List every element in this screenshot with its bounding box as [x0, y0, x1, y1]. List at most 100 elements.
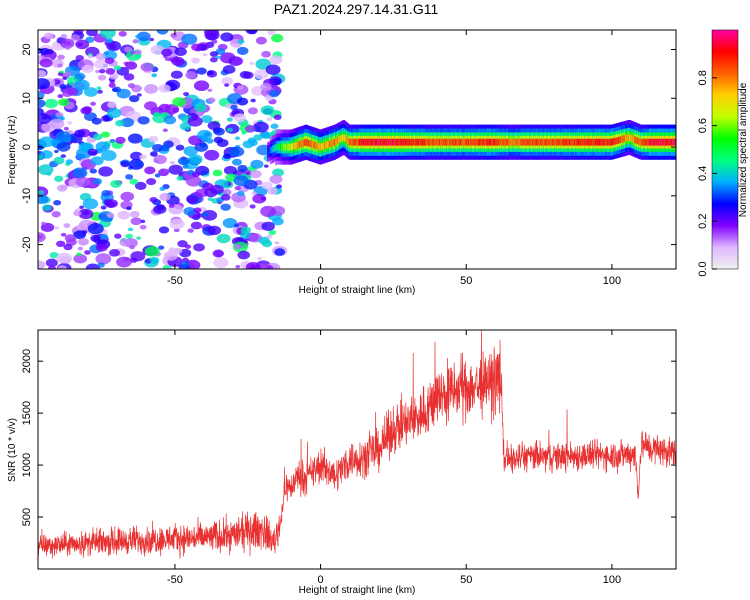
- noise-blob: [74, 129, 86, 138]
- noise-blob: [98, 166, 113, 177]
- ridge-segment: [508, 138, 511, 146]
- ridge-segment: [546, 138, 549, 146]
- noise-blob: [216, 233, 231, 244]
- ridge-segment: [652, 138, 655, 146]
- noise-blob: [101, 190, 111, 197]
- ridge-segment: [311, 141, 314, 148]
- ridge-segment: [428, 138, 431, 146]
- noise-blob: [216, 138, 229, 148]
- ridge-segment: [622, 135, 625, 143]
- ridge-segment: [271, 146, 274, 154]
- ridge-segment: [402, 138, 405, 146]
- ridge-segment: [469, 138, 471, 146]
- ridge-segment: [398, 138, 401, 146]
- ridge-segment: [463, 138, 466, 146]
- ridge-segment: [353, 138, 356, 146]
- spectrogram-x-tick-label: 100: [603, 275, 621, 287]
- noise-blob: [251, 191, 257, 196]
- ridge-segment: [562, 138, 565, 146]
- ridge-segment: [437, 138, 440, 146]
- ridge-segment: [496, 138, 499, 146]
- noise-blob: [236, 46, 249, 55]
- ridge-segment: [454, 138, 457, 146]
- ridge-segment: [575, 138, 578, 146]
- ridge-segment: [585, 138, 588, 146]
- noise-blob: [38, 190, 45, 195]
- ridge-segment: [584, 138, 587, 146]
- noise-blob: [49, 251, 59, 259]
- ridge-segment: [615, 137, 618, 145]
- ridge-segment: [343, 134, 346, 141]
- ridge-segment: [545, 138, 548, 146]
- ridge-segment: [328, 140, 331, 148]
- noise-blob: [144, 246, 160, 257]
- ridge-segment: [554, 138, 557, 146]
- ridge-segment: [483, 138, 486, 146]
- noise-blob: [90, 234, 101, 242]
- noise-blob: [190, 221, 202, 230]
- noise-blob: [76, 252, 82, 257]
- snr-frame: [37, 329, 677, 570]
- ridge-segment: [580, 138, 583, 146]
- ridge-segment: [423, 138, 426, 146]
- ridge-segment: [280, 143, 283, 151]
- noise-blob: [134, 181, 147, 190]
- noise-blob: [95, 243, 108, 252]
- ridge-segment: [436, 138, 439, 146]
- ridge-segment: [626, 134, 629, 142]
- noise-blob: [183, 146, 198, 157]
- noise-blob: [140, 219, 146, 224]
- noise-blob: [250, 159, 264, 169]
- noise-blob: [233, 223, 240, 228]
- noise-blob: [55, 240, 66, 248]
- ridge-segment: [381, 138, 384, 146]
- ridge-segment: [656, 138, 659, 146]
- ridge-segment: [479, 138, 482, 146]
- noise-blob: [144, 101, 158, 111]
- ridge-segment: [646, 138, 648, 146]
- ridge-segment: [289, 143, 292, 151]
- ridge-segment: [664, 138, 667, 146]
- ridge-segment: [351, 138, 354, 146]
- noise-blob: [63, 223, 71, 228]
- noise-blob: [53, 156, 65, 165]
- noise-blob: [228, 56, 243, 67]
- noise-blob: [146, 178, 157, 186]
- noise-blob: [82, 198, 99, 210]
- noise-blob: [220, 203, 231, 211]
- noise-blob: [266, 234, 273, 239]
- noise-blob: [213, 257, 229, 269]
- noise-blob: [56, 252, 73, 264]
- ridge-segment: [408, 138, 411, 146]
- noise-blob: [272, 217, 284, 226]
- ridge-segment: [533, 138, 536, 146]
- ridge-segment: [360, 138, 363, 146]
- noise-blob: [159, 186, 166, 191]
- ridge-segment: [642, 138, 645, 146]
- noise-blob: [151, 73, 158, 78]
- ridge-segment: [376, 138, 378, 146]
- ridge-segment: [660, 138, 663, 146]
- noise-blob: [261, 181, 273, 190]
- ridge-segment: [441, 138, 444, 146]
- ridge-segment: [571, 138, 574, 146]
- noise-blob: [118, 30, 127, 37]
- noise-blob: [64, 45, 71, 50]
- noise-blob: [201, 182, 214, 191]
- ridge-segment: [491, 138, 494, 146]
- noise-blob: [207, 225, 222, 236]
- ridge-segment: [500, 138, 503, 146]
- noise-blob: [104, 57, 115, 64]
- noise-blob: [101, 150, 117, 161]
- noise-blob: [241, 131, 247, 135]
- noise-blob: [65, 159, 74, 165]
- noise-blob: [207, 121, 221, 131]
- noise-blob: [267, 187, 278, 195]
- ridge-segment: [648, 138, 651, 146]
- noise-blob: [38, 107, 44, 116]
- ridge-segment: [407, 138, 410, 146]
- noise-blob: [163, 168, 169, 173]
- noise-blob: [247, 107, 259, 115]
- ridge-segment: [665, 138, 668, 146]
